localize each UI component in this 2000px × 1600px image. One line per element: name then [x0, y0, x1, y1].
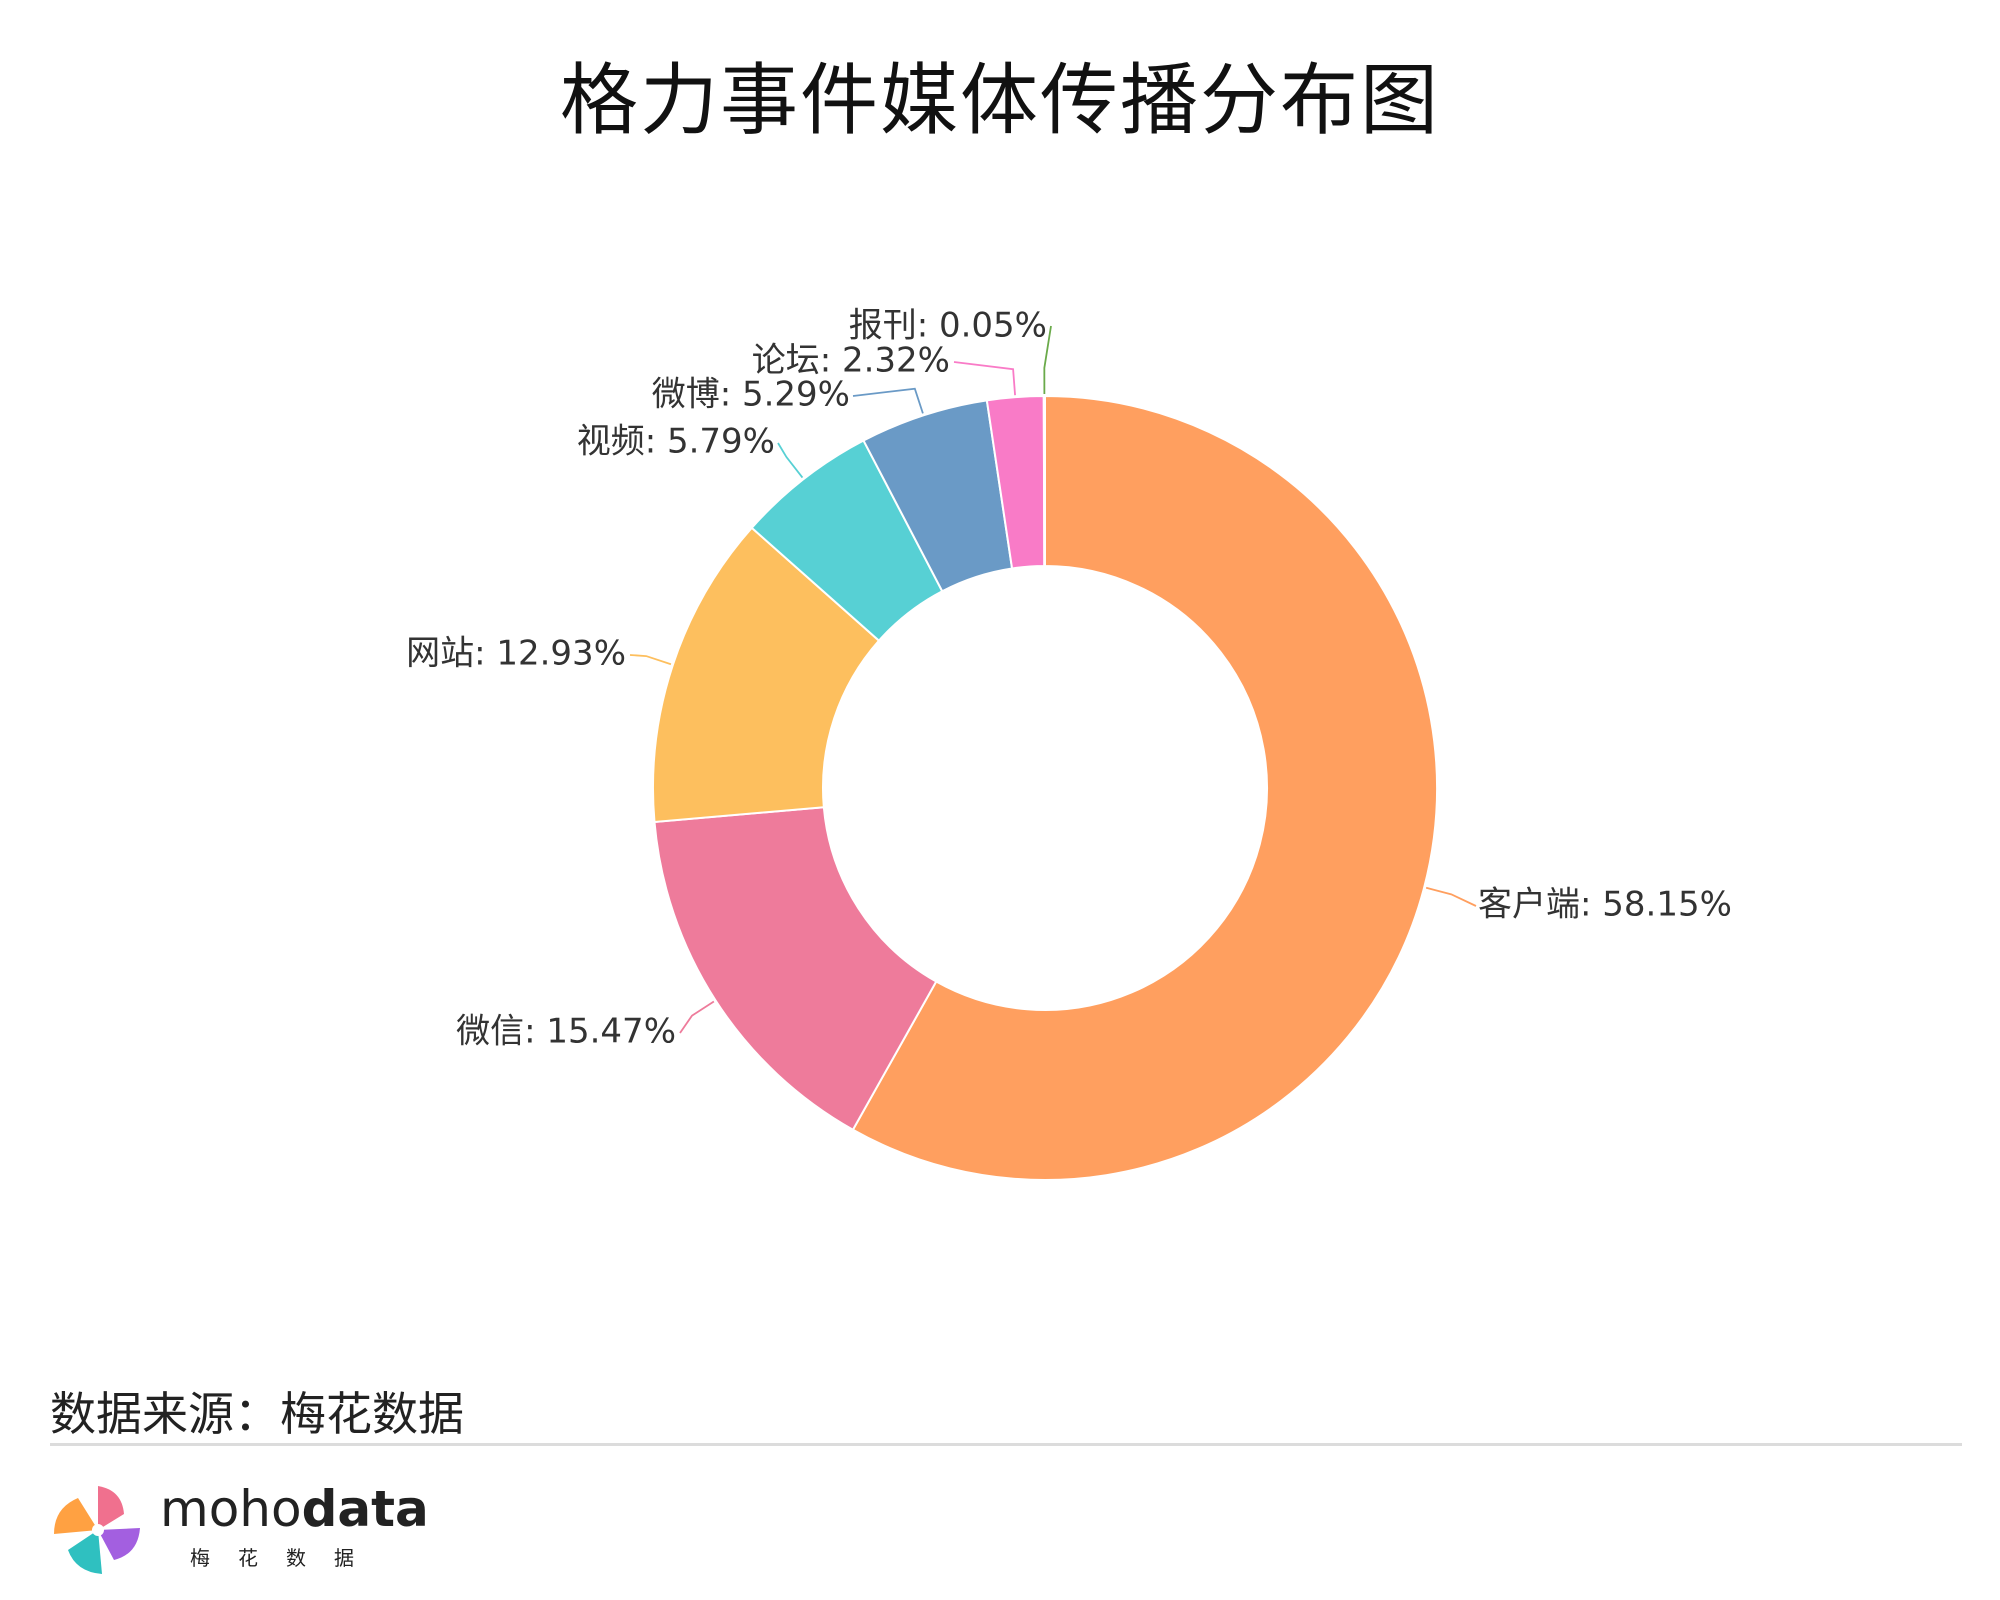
leader-line-6: [1043, 325, 1052, 395]
leader-lines: [629, 325, 1477, 1034]
slice-label-5: 论坛: 2.32%: [752, 341, 950, 381]
leader-line-5: [953, 361, 1016, 396]
slice-label-3: 视频: 5.79%: [577, 422, 775, 462]
slice-label-1: 微信: 15.47%: [456, 1012, 676, 1052]
donut-chart: 客户端: 58.15% 微信: 15.47% 网站: 12.93% 视频: 5.79%…: [406, 306, 1732, 1181]
data-source-note: 数据来源：梅花数据: [50, 1387, 464, 1441]
slice-2: [652, 526, 881, 824]
leader-line-4: [852, 387, 924, 414]
brand-wordmark-bold: data: [301, 1480, 429, 1538]
brand-subtitle: 梅花数据: [190, 1546, 382, 1570]
donut-slices: [652, 394, 1438, 1181]
footer-divider: [50, 1443, 1962, 1446]
slice-label-0: 客户端: 58.15%: [1478, 885, 1732, 925]
slice-labels: 客户端: 58.15% 微信: 15.47% 网站: 12.93% 视频: 5.79%…: [406, 306, 1732, 1052]
slice-label-4: 微博: 5.29%: [652, 375, 850, 415]
slice-0: [851, 394, 1438, 1181]
leader-line-3: [777, 442, 804, 479]
leader-line-2: [629, 654, 672, 666]
brand-logo: mohodata 梅花数据: [48, 1480, 429, 1580]
slice-label-2: 网站: 12.93%: [406, 634, 626, 674]
chart-title: 格力事件媒体传播分布图: [559, 56, 1440, 146]
slice-6: [1042, 394, 1046, 568]
pinwheel-logo-icon: [54, 1486, 140, 1574]
brand-wordmark: mohodata: [160, 1480, 429, 1538]
brand-wordmark-light: moho: [160, 1480, 302, 1538]
leader-line-0: [1425, 886, 1477, 907]
slice-label-6: 报刊: 0.05%: [849, 306, 1047, 346]
slice-1: [653, 806, 938, 1132]
leader-line-1: [679, 1000, 715, 1034]
